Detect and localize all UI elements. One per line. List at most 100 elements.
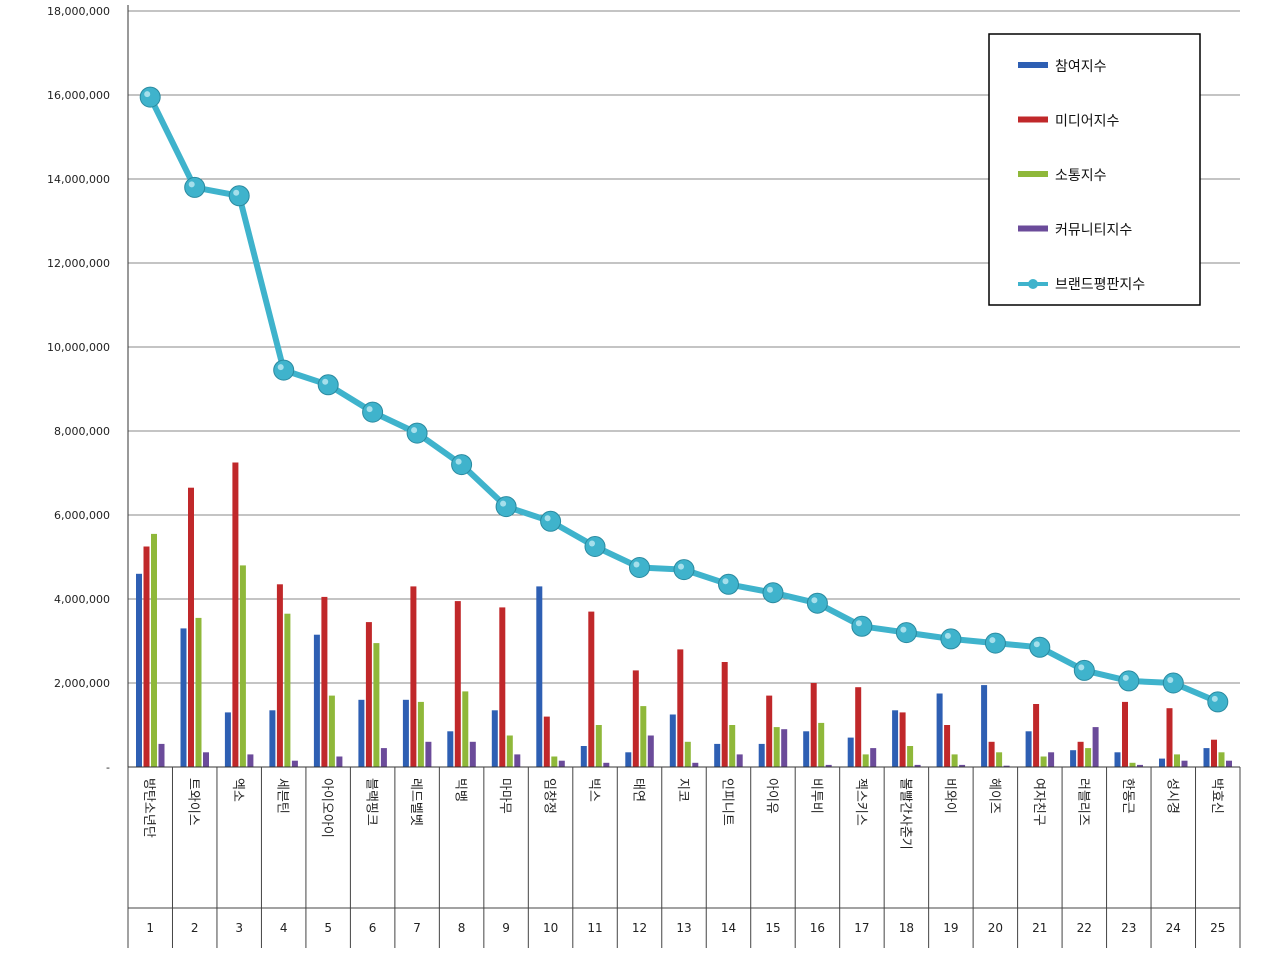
- category-label: 세븐틴: [275, 778, 290, 814]
- bar-series-0: [491, 710, 498, 767]
- bar-series-0: [536, 586, 543, 767]
- bar-series-2: [640, 706, 647, 767]
- rank-label: 11: [587, 921, 602, 935]
- category-label: 방탄소년단: [141, 778, 156, 838]
- y-tick-label: 12,000,000: [47, 257, 110, 270]
- bar-series-2: [1085, 748, 1092, 767]
- line-point: [451, 454, 473, 476]
- line-point: [1029, 636, 1051, 658]
- bar-series-2: [462, 691, 469, 767]
- line-point-highlight: [500, 500, 507, 507]
- line-point: [584, 536, 606, 557]
- bar-series-0: [447, 731, 454, 767]
- bar-series-3: [247, 754, 254, 767]
- category-label: 인피니트: [720, 778, 735, 826]
- line-point: [718, 573, 739, 595]
- bar-series-0: [402, 699, 409, 767]
- bar-series-1: [321, 596, 328, 767]
- legend-swatch: [1018, 116, 1048, 123]
- rank-label: 4: [280, 921, 288, 935]
- line-point: [540, 510, 562, 532]
- rank-label: 22: [1077, 921, 1092, 935]
- legend-box: [988, 33, 1201, 306]
- category-label: 레드벨벳: [408, 778, 423, 826]
- bar-series-3: [647, 735, 654, 767]
- bar-series-2: [373, 643, 380, 767]
- line-point-highlight: [144, 91, 151, 98]
- line-point: [940, 628, 962, 650]
- bar-series-1: [454, 601, 461, 767]
- line-point-highlight: [233, 189, 240, 196]
- line-point-highlight: [767, 586, 773, 593]
- category-label: 블랙핑크: [364, 778, 379, 826]
- bar-series-2: [1218, 752, 1225, 767]
- bar-series-3: [203, 752, 209, 767]
- line-point: [362, 401, 384, 423]
- bar-series-1: [944, 725, 951, 767]
- bar-series-2: [284, 613, 291, 767]
- line-point: [139, 86, 161, 108]
- line-point-highlight: [633, 561, 640, 568]
- bar-series-1: [588, 611, 595, 767]
- bar-series-1: [677, 649, 684, 767]
- bar-series-3: [736, 754, 743, 767]
- bar-series-2: [729, 725, 736, 767]
- rank-label: 2: [191, 921, 199, 935]
- line-point: [495, 496, 517, 518]
- line-point: [895, 622, 917, 644]
- bar-series-3: [558, 760, 565, 767]
- line-point-highlight: [1167, 677, 1174, 683]
- bar-series-1: [855, 687, 862, 767]
- category-label: 빅스: [586, 778, 601, 802]
- rank-label: 16: [810, 921, 825, 935]
- bar-series-3: [781, 729, 788, 767]
- category-label: 한동근: [1120, 778, 1135, 814]
- bar-series-0: [1159, 758, 1165, 767]
- bar-series-2: [818, 722, 825, 767]
- bar-series-1: [1122, 701, 1128, 767]
- bar-series-1: [1166, 708, 1173, 767]
- line-series: [139, 86, 1229, 713]
- bar-series-2: [1174, 754, 1180, 767]
- line-point: [673, 559, 695, 581]
- bar-series-0: [224, 712, 231, 767]
- y-tick-label: 14,000,000: [47, 173, 110, 186]
- line-point-highlight: [722, 578, 729, 585]
- line-point-highlight: [678, 563, 684, 570]
- category-label: 박효신: [1209, 778, 1224, 814]
- category-label: 임창정: [542, 778, 557, 814]
- bars: [136, 462, 1232, 767]
- bar-series-3: [514, 754, 521, 767]
- bar-series-2: [195, 617, 202, 767]
- bar-series-1: [1033, 704, 1040, 767]
- line-point-highlight: [366, 406, 373, 413]
- rank-label: 17: [854, 921, 869, 935]
- line-point-highlight: [855, 620, 862, 627]
- bar-series-3: [291, 760, 298, 767]
- bar-series-0: [180, 628, 187, 767]
- y-tick-label: 10,000,000: [47, 341, 110, 354]
- bar-series-2: [951, 754, 958, 767]
- rank-label: 8: [458, 921, 466, 935]
- line-point-highlight: [944, 632, 951, 639]
- bar-series-3: [1092, 727, 1099, 767]
- line-point: [851, 615, 873, 637]
- bar-series-3: [870, 748, 877, 767]
- rank-label: 13: [676, 921, 691, 935]
- y-tick-label: 4,000,000: [54, 593, 110, 606]
- rank-label: 9: [502, 921, 510, 935]
- category-label: 트와이스: [186, 778, 201, 826]
- bar-series-1: [499, 607, 506, 767]
- legend-label: 커뮤니티지수: [1055, 223, 1132, 239]
- bar-series-2: [773, 727, 780, 767]
- legend-swatch-marker: [1028, 279, 1038, 289]
- line-point-highlight: [1122, 674, 1129, 681]
- bar-series-0: [758, 743, 765, 767]
- legend-swatch: [1018, 225, 1048, 232]
- y-tick-label: -: [106, 761, 110, 774]
- line-point: [806, 592, 828, 614]
- category-label: 아이오아이: [319, 778, 334, 838]
- category-label: 비투비: [808, 778, 823, 814]
- bar-series-0: [625, 752, 632, 767]
- category-label: 볼빨간사춘기: [897, 778, 912, 850]
